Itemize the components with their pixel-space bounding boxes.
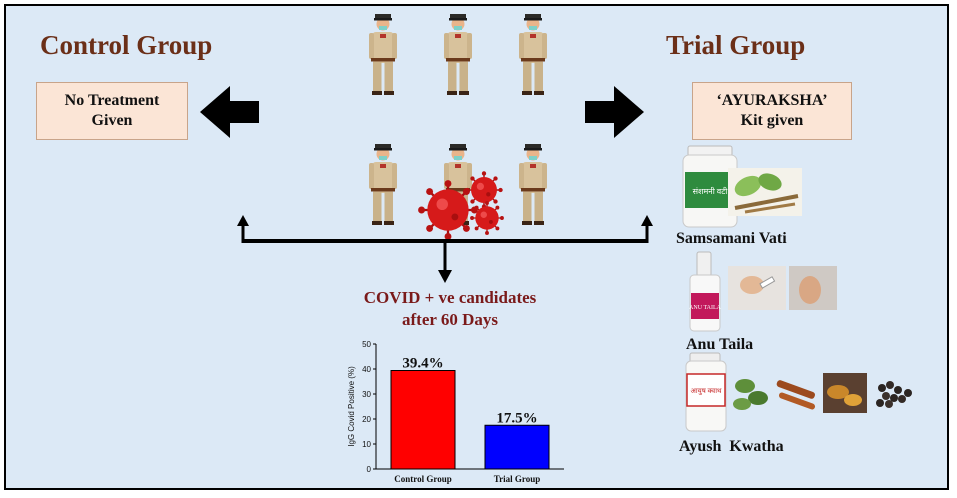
samsamani-vati-caption: Samsamani Vati: [676, 230, 787, 247]
ginger-turmeric-image: [823, 373, 867, 413]
chart-data-label: 39.4%: [402, 356, 443, 372]
chart-y-tick-label: 40: [362, 365, 371, 374]
police-officers-top: [369, 14, 547, 95]
tulsi-leaves-image: [733, 379, 768, 410]
chart-y-axis-label: IgG Covid Positive (%): [347, 366, 356, 447]
anu-taila-caption: Anu Taila: [686, 336, 754, 353]
chart-y-tick-label: 30: [362, 390, 371, 399]
nasal-drop-usage-image: [728, 266, 837, 310]
ayush-kwatha-bottle: आयुष क्वाथ: [685, 352, 727, 432]
samsamani-vati-bottle: संशमनी वटी: [682, 145, 738, 228]
anu-taila-bottle: ANU TAILA: [689, 251, 722, 332]
ayuraksha-line2: Kit given: [740, 112, 804, 129]
samsamani-herb-image: [728, 168, 802, 216]
chart-y-tick-label: 50: [362, 340, 371, 349]
chart-bar: [390, 370, 456, 470]
chart-y-tick-label: 10: [362, 440, 371, 449]
ayush-kwatha-bottle-label: आयुष क्वाथ: [690, 387, 722, 395]
samsamani-bottle-label: संशमनी वटी: [693, 186, 729, 196]
covid-positive-heading: COVID + ve candidates after 60 Days: [330, 287, 570, 331]
chart-bars: 39.4% Control Group 17.5% Trial Group: [390, 356, 550, 484]
control-group-title: Control Group: [40, 30, 213, 60]
cinnamon-image: [776, 380, 816, 410]
chart-category-label: Control Group: [394, 474, 451, 484]
igg-bar-chart: IgG Covid Positive (%) 0 10 20 30 40 50 39.4%…: [347, 340, 564, 484]
no-treatment-line2: Given: [91, 112, 133, 129]
chart-bar: [484, 424, 550, 470]
left-bold-arrow-icon: [200, 86, 259, 138]
anu-taila-bottle-label: ANU TAILA: [689, 305, 722, 311]
ayuraksha-kit-box: ‘AYURAKSHA’ Kit given: [692, 82, 852, 140]
no-treatment-line1: No Treatment: [64, 92, 160, 109]
ayuraksha-line1: ‘AYURAKSHA’: [716, 92, 828, 109]
chart-y-tick-label: 20: [362, 415, 371, 424]
branch-connector: [237, 215, 653, 283]
chart-data-label: 17.5%: [496, 410, 537, 426]
chart-category-label: Trial Group: [494, 474, 540, 484]
trial-group-title: Trial Group: [666, 30, 806, 60]
covid-heading-line2: after 60 Days: [402, 310, 498, 329]
right-bold-arrow-icon: [585, 86, 644, 138]
chart-y-tick-label: 0: [367, 465, 372, 474]
covid-heading-line1: COVID + ve candidates: [363, 288, 537, 307]
ayush-kwatha-caption: Ayush Kwatha: [679, 438, 784, 455]
no-treatment-box: No Treatment Given: [36, 82, 188, 140]
black-pepper-image: [876, 381, 912, 408]
